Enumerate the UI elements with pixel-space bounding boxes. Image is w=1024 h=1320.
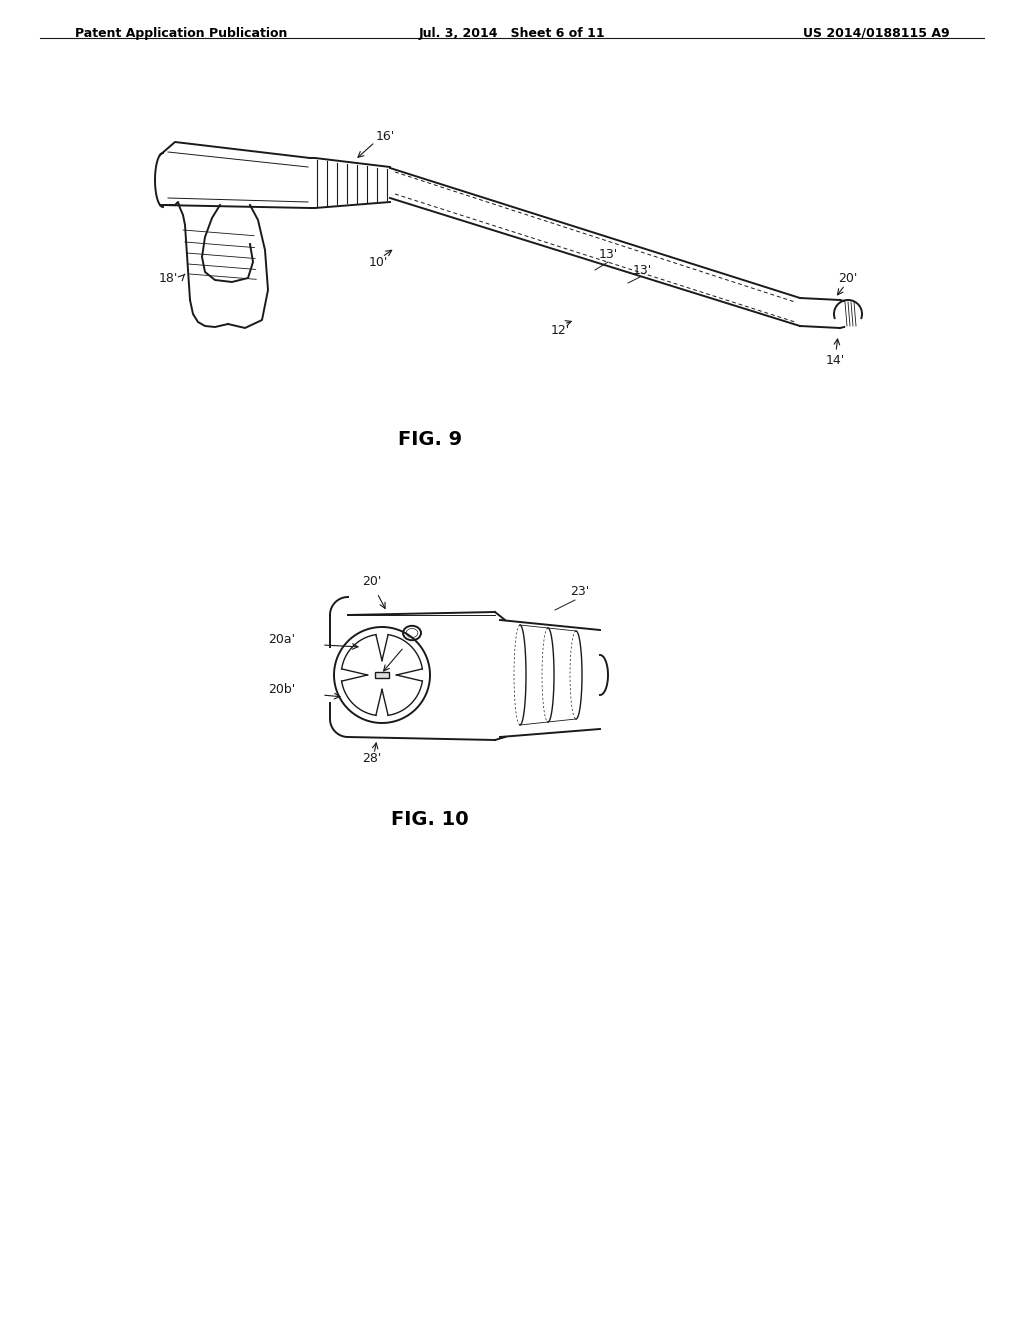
Text: 10': 10' bbox=[369, 256, 388, 268]
Text: FIG. 10: FIG. 10 bbox=[391, 810, 469, 829]
Ellipse shape bbox=[403, 626, 421, 640]
Text: Jul. 3, 2014   Sheet 6 of 11: Jul. 3, 2014 Sheet 6 of 11 bbox=[419, 26, 605, 40]
Text: 28': 28' bbox=[362, 752, 382, 766]
Text: 13': 13' bbox=[633, 264, 651, 276]
Text: 16': 16' bbox=[376, 131, 394, 144]
Text: 20a': 20a' bbox=[268, 634, 295, 645]
Text: 12': 12' bbox=[550, 323, 569, 337]
Text: 13': 13' bbox=[598, 248, 617, 261]
Text: 23': 23' bbox=[570, 585, 590, 598]
Text: 20b': 20b' bbox=[267, 682, 295, 696]
Text: 20': 20' bbox=[839, 272, 858, 285]
Text: FIG. 9: FIG. 9 bbox=[398, 430, 462, 449]
Bar bbox=[375, 672, 389, 678]
Text: 14': 14' bbox=[825, 354, 845, 367]
Text: 18': 18' bbox=[159, 272, 178, 285]
Text: 20': 20' bbox=[362, 576, 382, 587]
Text: US 2014/0188115 A9: US 2014/0188115 A9 bbox=[804, 26, 950, 40]
Text: Patent Application Publication: Patent Application Publication bbox=[75, 26, 288, 40]
